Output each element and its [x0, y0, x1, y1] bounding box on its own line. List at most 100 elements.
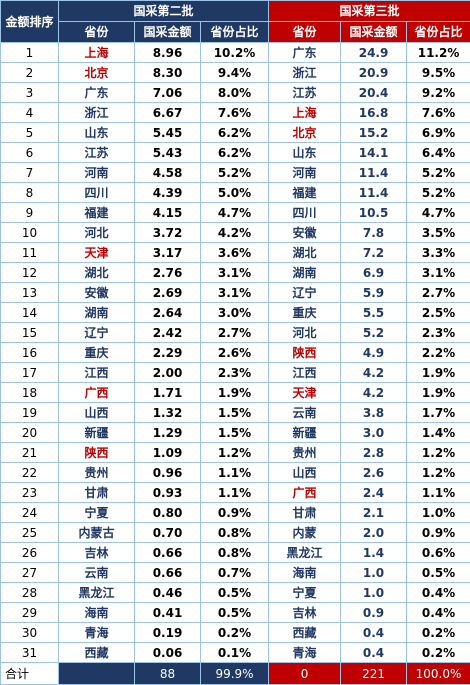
share-cell: 5.2%	[201, 163, 269, 183]
province-cell: 江西	[269, 363, 341, 383]
province-cell: 辽宁	[59, 323, 135, 343]
share-cell: 2.2%	[407, 343, 470, 363]
province-cell: 新疆	[269, 423, 341, 443]
column-header: 省份占比	[407, 22, 470, 43]
total-label: 合计	[1, 663, 59, 685]
share-cell: 1.5%	[201, 403, 269, 423]
province-cell: 四川	[59, 183, 135, 203]
province-cell: 天津	[269, 383, 341, 403]
share-cell: 11.2%	[407, 43, 470, 63]
share-cell: 0.9%	[407, 523, 470, 543]
rank-cell: 9	[1, 203, 59, 223]
amount-cell: 7.8	[341, 223, 407, 243]
province-cell: 内蒙古	[59, 523, 135, 543]
rank-cell: 17	[1, 363, 59, 383]
amount-cell: 10.5	[341, 203, 407, 223]
amount-cell: 0.93	[135, 483, 201, 503]
province-cell: 宁夏	[269, 583, 341, 603]
province-cell: 山东	[59, 123, 135, 143]
share-cell: 1.2%	[201, 443, 269, 463]
amount-cell: 4.58	[135, 163, 201, 183]
share-cell: 9.5%	[407, 63, 470, 83]
province-cell: 陕西	[59, 443, 135, 463]
rank-cell: 24	[1, 503, 59, 523]
column-header: 国采金额	[341, 22, 407, 43]
total-cell: 221	[341, 663, 407, 685]
share-cell: 6.2%	[201, 143, 269, 163]
table-foot: 合计 88 99.9% 0 221 100.0%	[1, 663, 470, 685]
province-cell: 山西	[59, 403, 135, 423]
amount-cell: 1.0	[341, 563, 407, 583]
amount-cell: 0.80	[135, 503, 201, 523]
province-cell: 海南	[269, 563, 341, 583]
amount-cell: 5.43	[135, 143, 201, 163]
rank-cell: 6	[1, 143, 59, 163]
province-cell: 湖南	[59, 303, 135, 323]
province-cell: 天津	[59, 243, 135, 263]
amount-cell: 5.9	[341, 283, 407, 303]
amount-cell: 2.29	[135, 343, 201, 363]
province-cell: 上海	[59, 43, 135, 63]
amount-cell: 11.4	[341, 163, 407, 183]
amount-cell: 5.2	[341, 323, 407, 343]
share-cell: 5.2%	[407, 163, 470, 183]
amount-cell: 20.4	[341, 83, 407, 103]
amount-cell: 3.0	[341, 423, 407, 443]
rank-cell: 27	[1, 563, 59, 583]
rank-cell: 20	[1, 423, 59, 443]
share-cell: 6.9%	[407, 123, 470, 143]
total-cell: 0	[269, 663, 341, 685]
amount-cell: 0.4	[341, 643, 407, 663]
share-cell: 1.1%	[407, 483, 470, 503]
amount-cell: 0.06	[135, 643, 201, 663]
amount-cell: 14.1	[341, 143, 407, 163]
share-cell: 10.2%	[201, 43, 269, 63]
province-cell: 青海	[269, 643, 341, 663]
share-cell: 0.2%	[407, 643, 470, 663]
amount-cell: 2.4	[341, 483, 407, 503]
column-header: 省份	[269, 22, 341, 43]
province-cell: 海南	[59, 603, 135, 623]
share-cell: 1.2%	[407, 443, 470, 463]
share-cell: 5.0%	[201, 183, 269, 203]
amount-cell: 1.4	[341, 543, 407, 563]
share-cell: 3.0%	[201, 303, 269, 323]
province-cell: 福建	[59, 203, 135, 223]
province-cell: 江苏	[59, 143, 135, 163]
province-cell: 贵州	[269, 443, 341, 463]
province-cell: 云南	[269, 403, 341, 423]
share-cell: 1.1%	[201, 483, 269, 503]
share-cell: 8.0%	[201, 83, 269, 103]
province-cell: 广西	[269, 483, 341, 503]
share-cell: 5.2%	[407, 183, 470, 203]
rank-cell: 18	[1, 383, 59, 403]
amount-cell: 3.72	[135, 223, 201, 243]
province-cell: 山西	[269, 463, 341, 483]
province-cell: 浙江	[59, 103, 135, 123]
batch-header: 国采第三批	[269, 1, 470, 22]
amount-cell: 0.66	[135, 563, 201, 583]
share-cell: 2.6%	[201, 343, 269, 363]
share-cell: 2.3%	[407, 323, 470, 343]
share-cell: 0.2%	[201, 623, 269, 643]
share-cell: 3.5%	[407, 223, 470, 243]
province-cell: 内蒙	[269, 523, 341, 543]
share-cell: 4.7%	[201, 203, 269, 223]
rank-cell: 21	[1, 443, 59, 463]
province-cell: 浙江	[269, 63, 341, 83]
share-cell: 3.1%	[201, 263, 269, 283]
